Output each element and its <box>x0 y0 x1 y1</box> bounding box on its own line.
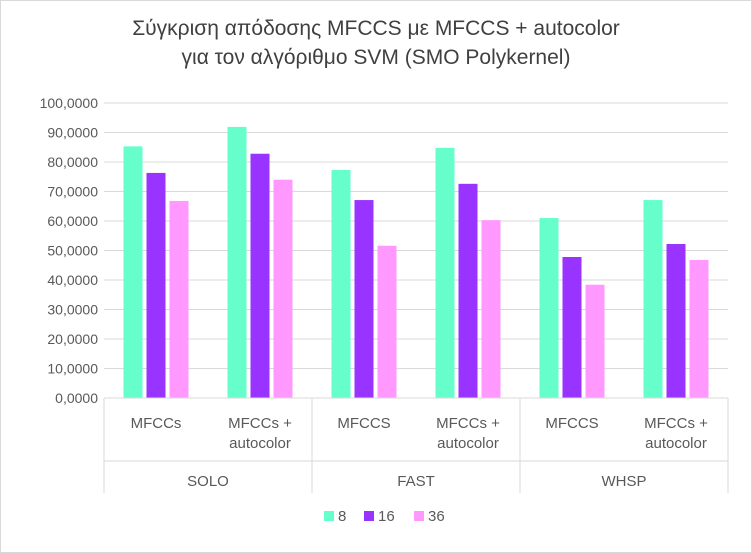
bar <box>435 147 455 398</box>
y-tick-label: 30,0000 <box>47 302 98 318</box>
group-label: FAST <box>397 473 435 490</box>
y-tick-label: 70,0000 <box>47 184 98 200</box>
bar <box>354 200 374 398</box>
bar <box>585 284 605 398</box>
y-tick-label: 60,0000 <box>47 213 98 229</box>
category-label: autocolor <box>229 435 291 452</box>
y-tick-label: 10,0000 <box>47 361 98 377</box>
category-label: MFCCS <box>337 415 390 432</box>
bar <box>146 172 166 398</box>
category-label: autocolor <box>645 435 707 452</box>
category-label: MFCCS <box>545 415 598 432</box>
bar <box>562 256 582 398</box>
chart-title-line-1: Σύγκριση απόδοσης MFCCS με MFCCS + autoc… <box>132 17 620 40</box>
bar <box>539 218 559 398</box>
category-label: MFCCs + <box>228 415 292 432</box>
category-label: MFCCs + <box>644 415 708 432</box>
y-tick-label: 20,0000 <box>47 331 98 347</box>
bar <box>643 200 663 398</box>
legend-swatch <box>324 511 334 521</box>
chart-title-line-2: για τον αλγόριθμο SVM (SMO Polykernel) <box>181 46 571 69</box>
chart-title: Σύγκριση απόδοσης MFCCS με MFCCS + autoc… <box>0 14 752 72</box>
legend-label: 16 <box>378 508 395 525</box>
bar <box>273 179 293 398</box>
y-tick-label: 50,0000 <box>47 243 98 259</box>
group-label: WHSP <box>602 473 647 490</box>
legend-swatch <box>414 511 424 521</box>
bar <box>250 153 270 398</box>
y-tick-label: 80,0000 <box>47 154 98 170</box>
y-tick-label: 100,0000 <box>40 95 99 111</box>
y-tick-label: 90,0000 <box>47 125 98 141</box>
category-label: MFCCs <box>131 415 182 432</box>
bar <box>481 220 501 398</box>
legend-label: 8 <box>338 508 346 525</box>
group-label: SOLO <box>187 473 229 490</box>
bar <box>169 200 189 398</box>
category-label: MFCCs + <box>436 415 500 432</box>
bar <box>377 245 397 398</box>
legend-swatch <box>364 511 374 521</box>
bar <box>331 169 351 398</box>
y-tick-label: 40,0000 <box>47 272 98 288</box>
bar <box>227 126 247 399</box>
y-tick-label: 0,0000 <box>55 390 98 406</box>
legend-label: 36 <box>428 508 445 525</box>
bar <box>458 183 478 398</box>
bar <box>689 259 709 398</box>
bar <box>666 244 686 398</box>
category-label: autocolor <box>437 435 499 452</box>
bar <box>123 146 143 398</box>
